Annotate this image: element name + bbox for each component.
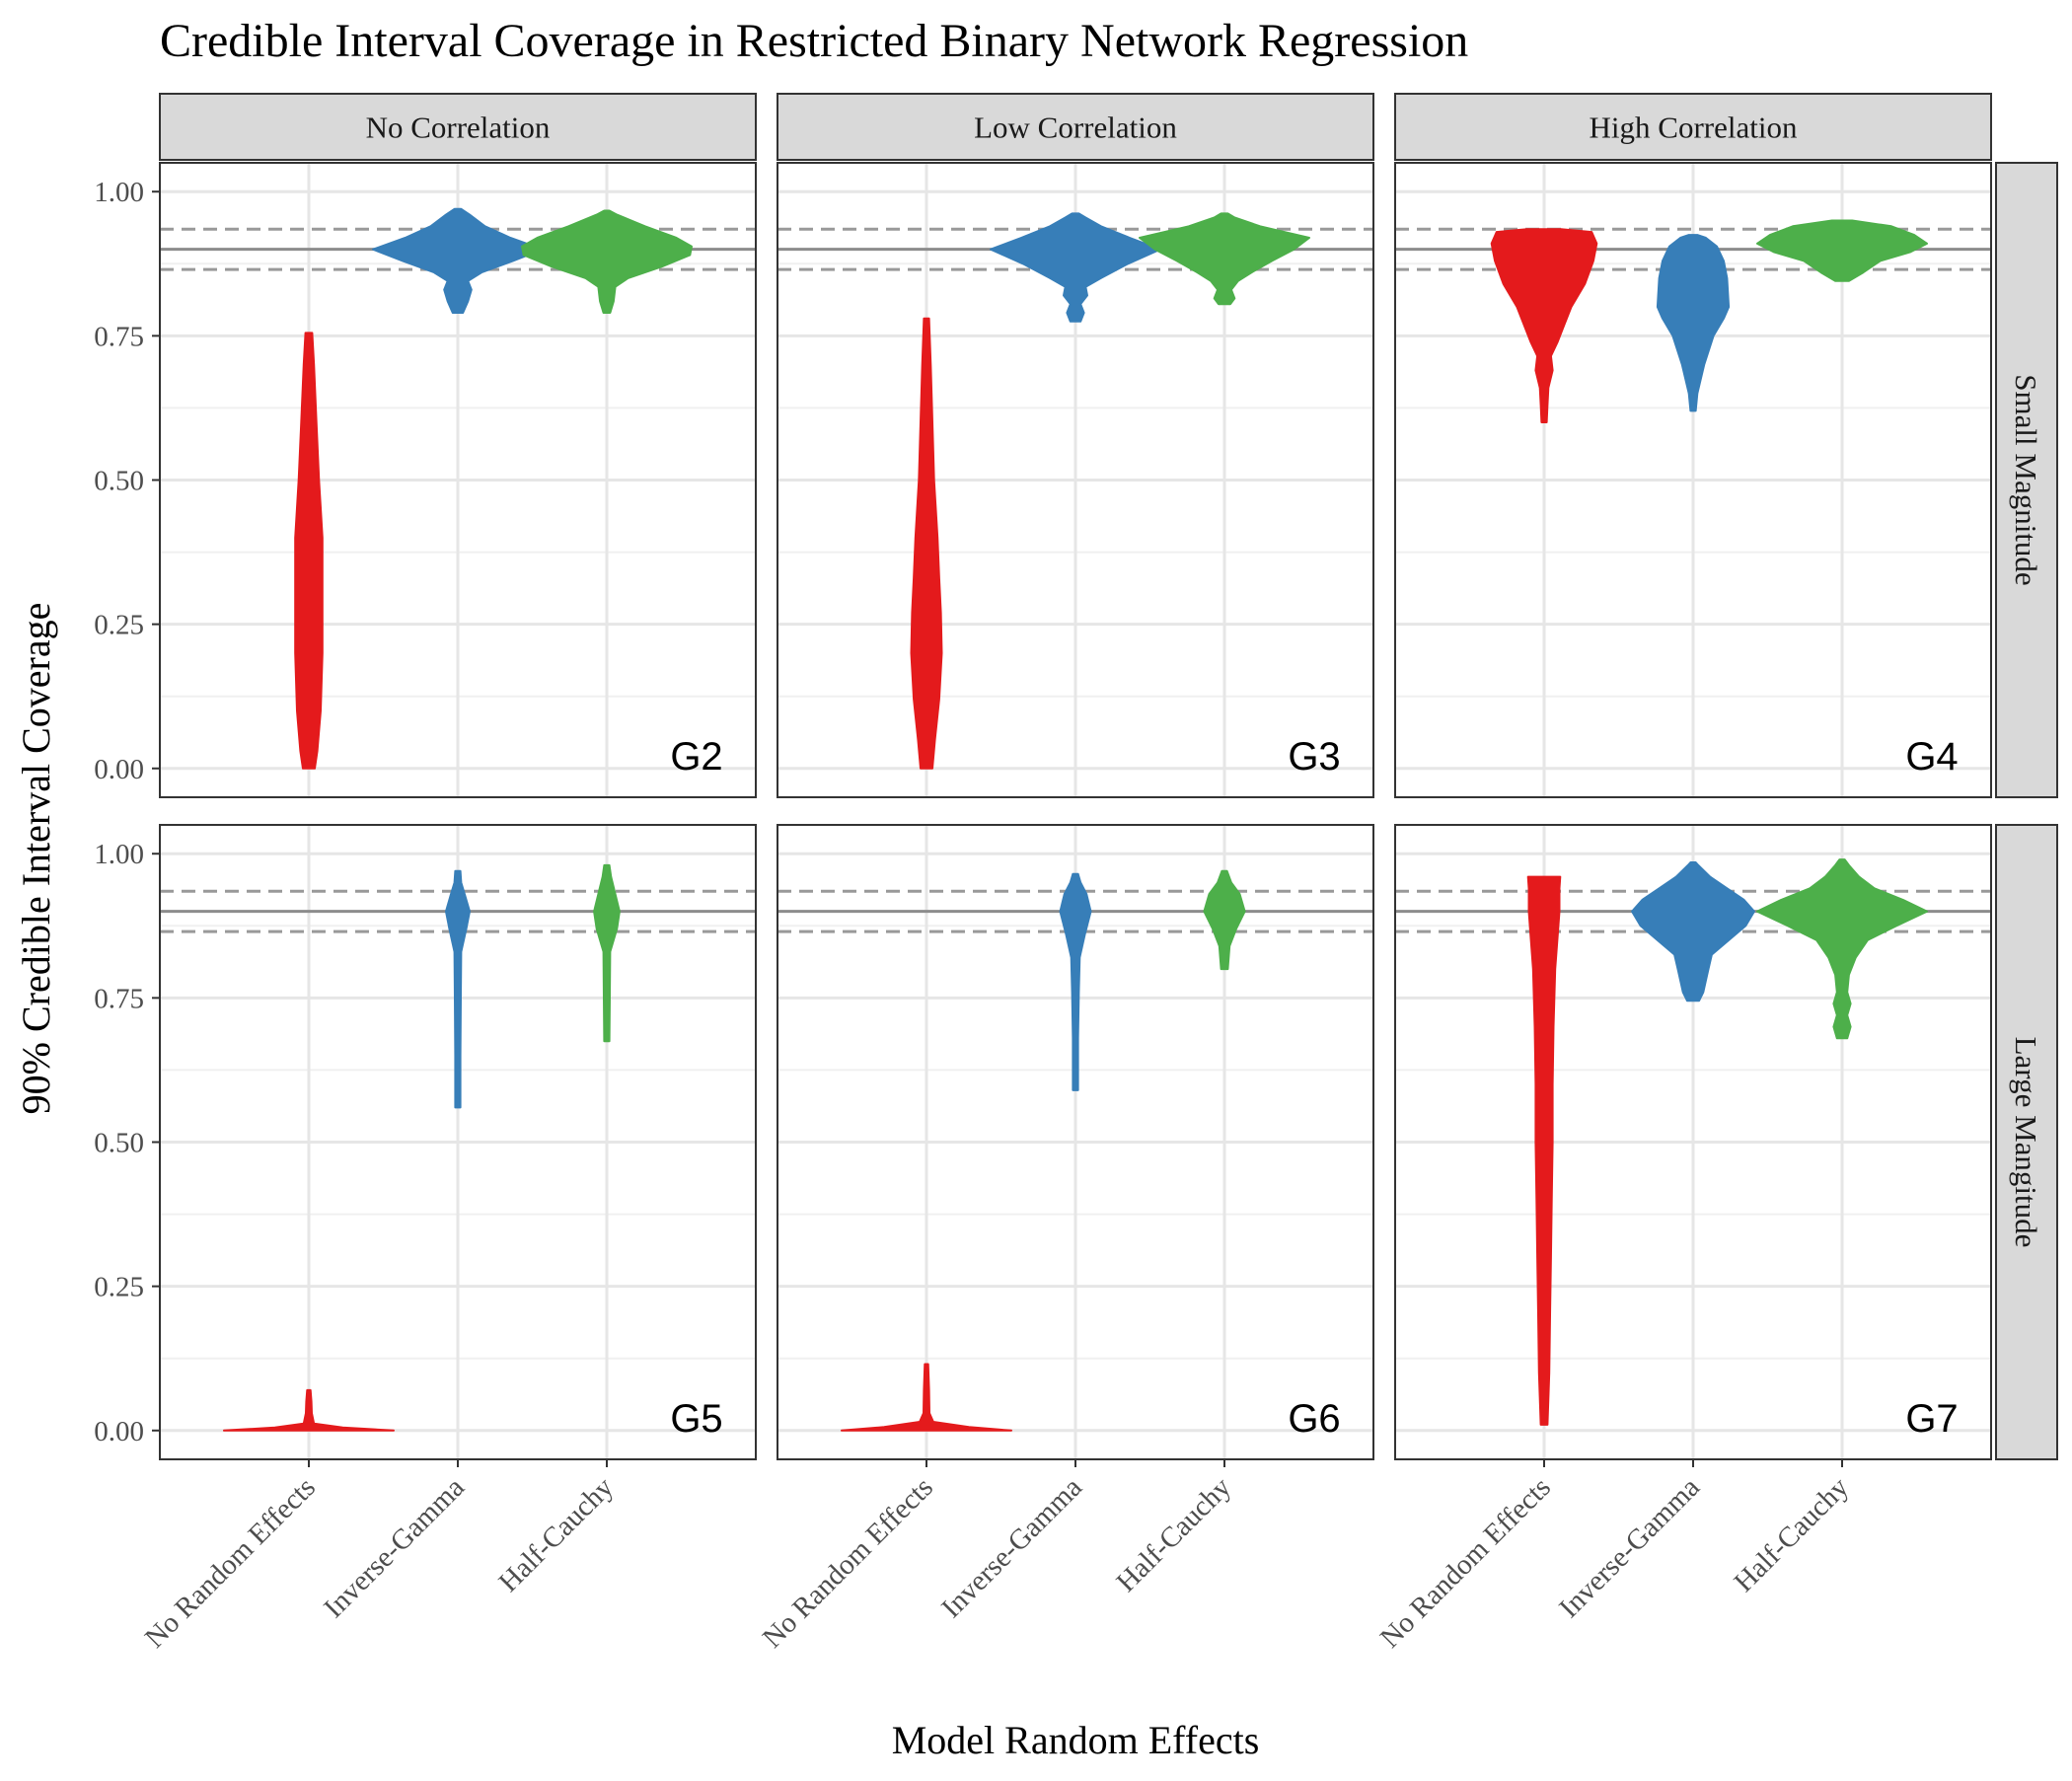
panel-label: G3	[1288, 735, 1340, 779]
row-strip-bg	[1995, 162, 2058, 798]
row-strip-label: Small Magnitude	[2009, 374, 2043, 585]
column-strip: High Correlation	[1394, 93, 1992, 161]
violin-no-random-effects	[1490, 228, 1598, 423]
y-tick-label: 1.00	[94, 839, 144, 870]
violin-inverse-gamma	[1631, 861, 1755, 1002]
column-strip-label: No Correlation	[366, 111, 551, 145]
y-tick-label: 0.50	[94, 466, 144, 497]
violin-inverse-gamma	[1656, 234, 1731, 412]
violin-half-cauchy	[1203, 869, 1246, 971]
row-strip-label: Large Mangitude	[2009, 1037, 2043, 1248]
y-tick-label: 0.50	[94, 1128, 144, 1159]
column-strip: Low Correlation	[777, 93, 1374, 161]
violin-inverse-gamma	[1059, 872, 1092, 1091]
violin-half-cauchy	[1139, 212, 1310, 306]
panel-label: G4	[1905, 735, 1958, 779]
y-tick-label: 0.75	[94, 983, 144, 1014]
violin-half-cauchy	[1756, 219, 1928, 282]
panel: G3	[777, 162, 1374, 798]
y-tick-label: 0.25	[94, 1272, 144, 1303]
chart-title: Credible Interval Coverage in Restricted…	[160, 15, 1468, 67]
column-strip: No Correlation	[159, 93, 757, 161]
x-axis-title: Model Random Effects	[892, 1718, 1260, 1762]
y-tick-label: 0.00	[94, 1416, 144, 1447]
violin-no-random-effects	[1526, 875, 1562, 1426]
panel: G4	[1394, 162, 1992, 798]
violin-half-cauchy	[593, 863, 621, 1043]
y-tick-label: 0.00	[94, 754, 144, 785]
y-axis-title: 90% Credible Interval Coverage	[14, 603, 58, 1115]
violin-no-random-effects	[223, 1388, 395, 1432]
column-strip-label: High Correlation	[1590, 111, 1798, 145]
panel-border	[1394, 162, 1992, 798]
panel: G2 0.00 0.25 0.50 0.75 1.00	[94, 162, 757, 798]
column-strip-bg	[777, 93, 1374, 161]
panels-layer: No Correlation Low Correlation High Correl…	[94, 93, 2058, 1654]
row-strip-bg	[1995, 824, 2058, 1460]
y-tick-label: 0.25	[94, 610, 144, 641]
row-strip: Small Magnitude	[1995, 162, 2058, 798]
panel-label: G6	[1288, 1397, 1340, 1441]
violin-no-random-effects	[841, 1363, 1012, 1432]
violin-no-random-effects	[294, 332, 324, 770]
violin-half-cauchy	[1756, 858, 1928, 1040]
row-strip: Large Mangitude	[1995, 824, 2058, 1460]
panel-border	[777, 162, 1374, 798]
column-strip-bg	[1394, 93, 1992, 161]
panel-label: G7	[1905, 1397, 1958, 1441]
y-tick-label: 1.00	[94, 177, 144, 208]
violin-inverse-gamma	[372, 207, 544, 314]
panel-label: G5	[670, 1397, 722, 1441]
violin-inverse-gamma	[445, 869, 471, 1109]
column-strip-bg	[159, 93, 757, 161]
violin-half-cauchy	[521, 209, 693, 314]
y-tick-label: 0.75	[94, 321, 144, 352]
column-strip-label: Low Correlation	[974, 111, 1177, 145]
violin-inverse-gamma	[990, 212, 1161, 323]
violin-no-random-effects	[910, 317, 943, 770]
panel-label: G2	[670, 735, 722, 779]
